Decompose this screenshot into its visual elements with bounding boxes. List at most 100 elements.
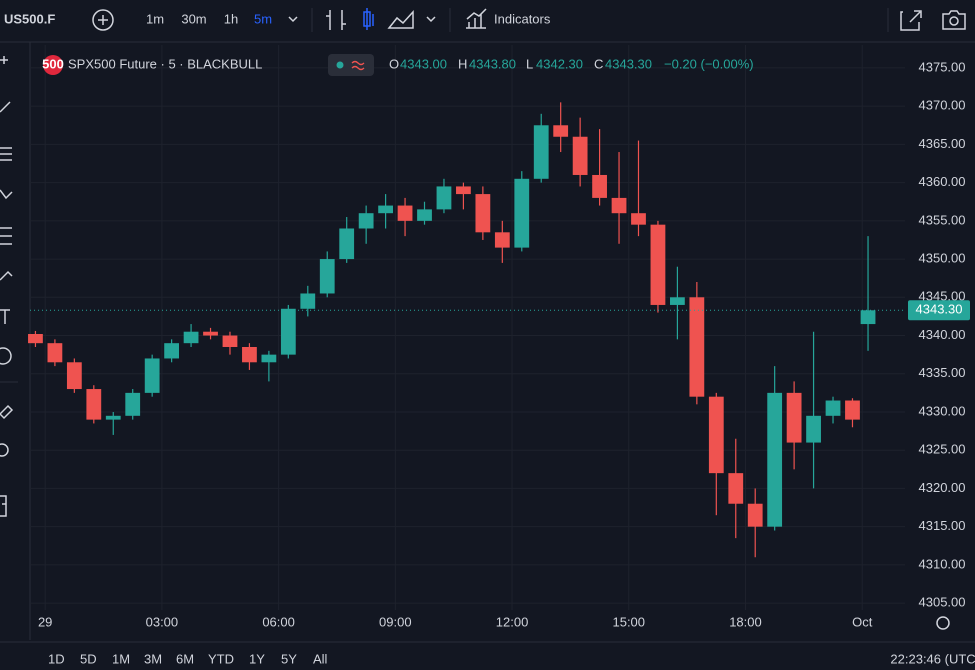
range-button[interactable]: 5Y	[281, 651, 297, 666]
projection-tool[interactable]	[0, 227, 12, 245]
x-tick-label: 06:00	[262, 614, 295, 629]
add-symbol-icon[interactable]	[92, 9, 114, 31]
x-tick-label: Oct	[852, 614, 873, 629]
candle-body	[631, 213, 646, 225]
candle-body	[592, 174, 607, 198]
x-tick-label: 18:00	[729, 614, 762, 629]
y-tick-label: 4350.00	[919, 251, 966, 266]
zoom-tool[interactable]	[0, 443, 9, 457]
interval-dropdown[interactable]	[288, 16, 298, 23]
range-button[interactable]: 6M	[176, 651, 194, 666]
text-tool[interactable]	[0, 309, 10, 324]
candle-body	[319, 259, 335, 294]
candle-body	[860, 310, 876, 325]
candle-body	[475, 194, 491, 233]
candle-body	[144, 358, 160, 393]
area-icon[interactable]	[387, 10, 414, 29]
y-tick-label: 4370.00	[919, 98, 966, 113]
y-tick-label: 4360.00	[919, 174, 966, 189]
y-tick-label: 4325.00	[919, 442, 966, 457]
snapshot-lens	[949, 16, 959, 26]
candle-body	[164, 343, 180, 359]
y-tick-label: 4310.00	[919, 556, 966, 571]
candle-body	[397, 205, 413, 221]
plot: 4305.00 4310.00 4315.00 4320.00 4325.00 4330.…	[28, 45, 970, 629]
candle-body	[825, 400, 841, 416]
candle-body	[28, 333, 43, 344]
status-pill[interactable]	[328, 54, 374, 76]
candle-body	[533, 125, 549, 179]
candle-body	[650, 224, 666, 305]
measure-tool[interactable]	[0, 404, 14, 420]
interval[interactable]: 1m	[146, 11, 164, 26]
candle-body	[786, 392, 802, 443]
interval[interactable]: 30m	[181, 11, 206, 26]
bars-icon[interactable]	[326, 10, 346, 30]
candle-body	[183, 331, 199, 344]
ohlc-value: 4343.30	[605, 56, 652, 71]
top-toolbar	[0, 0, 975, 42]
symbol-badge	[43, 55, 63, 75]
y-tick-label: 4355.00	[919, 212, 966, 227]
candle-body	[689, 297, 705, 397]
legend-title[interactable]: SPX500 Future · 5 · BLACKBULL	[68, 56, 262, 71]
last-price-tag	[908, 300, 970, 321]
fib-tool[interactable]	[0, 147, 12, 161]
magnet-tool[interactable]	[0, 495, 7, 517]
indicators-button[interactable]: Indicators	[494, 11, 551, 26]
pattern-tool[interactable]	[0, 189, 13, 200]
ohlc-label: C	[594, 56, 603, 71]
candle-body	[553, 125, 569, 137]
candle-body	[105, 415, 121, 420]
symbol[interactable]: US500.F	[4, 11, 55, 26]
chart-type-dropdown[interactable]	[426, 16, 436, 23]
candle-body	[203, 331, 218, 336]
candle-body	[47, 343, 63, 363]
x-tick-label: 09:00	[379, 614, 412, 629]
ohlc-label: L	[526, 56, 533, 71]
x-tick-label: 03:00	[146, 614, 179, 629]
range-button[interactable]: 1M	[112, 651, 130, 666]
candle-body	[86, 389, 102, 420]
range-button[interactable]: 3M	[144, 651, 162, 666]
x-tick-label: 29	[38, 614, 52, 629]
range-buttons: 1D 5D 1M 3M 6M YTD 1Y 5Y All	[48, 651, 328, 666]
candle-body	[767, 392, 783, 527]
range-button[interactable]: 1D	[48, 651, 65, 666]
range-button[interactable]: All	[313, 651, 328, 666]
symbol-badge-text: 500	[42, 56, 64, 71]
settings-icon[interactable]	[936, 616, 950, 630]
add-symbol-plus	[98, 15, 108, 25]
candles-icon[interactable]	[363, 8, 374, 30]
candle-body	[280, 308, 296, 355]
candle-body	[728, 473, 744, 504]
candle-body	[378, 205, 393, 214]
candle-body	[747, 503, 763, 527]
candle-body	[222, 335, 238, 347]
popout-icon[interactable]	[900, 10, 922, 31]
x-tick-label: 15:00	[612, 614, 645, 629]
interval[interactable]: 1h	[224, 11, 238, 26]
range-button[interactable]: YTD	[208, 651, 234, 666]
range-button[interactable]: 5D	[80, 651, 97, 666]
interval-active[interactable]: 5m	[254, 11, 272, 26]
y-tick-label: 4305.00	[919, 595, 966, 610]
indicators-icon[interactable]	[466, 8, 487, 29]
candle-body	[806, 415, 821, 443]
candle-body	[358, 213, 374, 229]
brush-tool[interactable]	[0, 270, 13, 281]
last-price-label: 4343.30	[916, 302, 963, 317]
candle-body	[300, 293, 316, 309]
cursor-tool[interactable]	[0, 56, 8, 64]
candle-body	[66, 362, 82, 390]
candle-body	[572, 136, 588, 175]
snapshot-icon[interactable]	[942, 10, 966, 30]
ohlc-label: H	[458, 56, 467, 71]
trendline-tool[interactable]	[0, 101, 11, 113]
y-tick-label: 4335.00	[919, 365, 966, 380]
emoji-tool[interactable]	[0, 347, 12, 365]
candle-body	[242, 346, 257, 363]
x-tick-label: 12:00	[496, 614, 529, 629]
range-button[interactable]: 1Y	[249, 651, 265, 666]
